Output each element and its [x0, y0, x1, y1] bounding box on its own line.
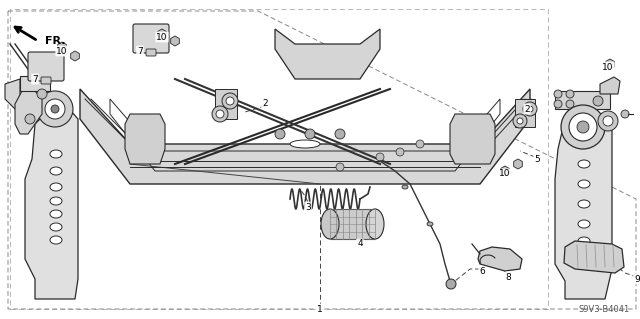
Ellipse shape: [578, 200, 590, 208]
Ellipse shape: [50, 183, 62, 191]
Polygon shape: [555, 109, 612, 299]
Ellipse shape: [321, 209, 339, 239]
Ellipse shape: [290, 140, 320, 148]
Text: S9V3-B4041: S9V3-B4041: [579, 305, 630, 314]
Ellipse shape: [578, 160, 590, 168]
Circle shape: [566, 100, 574, 108]
Circle shape: [305, 129, 315, 139]
Circle shape: [222, 93, 238, 109]
Polygon shape: [514, 159, 522, 169]
Circle shape: [416, 140, 424, 148]
Ellipse shape: [366, 209, 384, 239]
Circle shape: [335, 129, 345, 139]
Circle shape: [336, 163, 344, 171]
FancyBboxPatch shape: [28, 52, 64, 81]
Circle shape: [593, 96, 603, 106]
Ellipse shape: [402, 185, 408, 189]
Text: 4: 4: [357, 240, 363, 249]
Circle shape: [561, 105, 605, 149]
FancyBboxPatch shape: [146, 49, 156, 56]
FancyBboxPatch shape: [41, 77, 51, 84]
Circle shape: [566, 90, 574, 98]
Circle shape: [396, 148, 404, 156]
Polygon shape: [25, 104, 78, 299]
Circle shape: [569, 113, 597, 141]
Circle shape: [554, 100, 562, 108]
Circle shape: [621, 110, 629, 118]
Ellipse shape: [50, 210, 62, 218]
FancyBboxPatch shape: [555, 91, 610, 109]
Ellipse shape: [50, 167, 62, 175]
Circle shape: [527, 106, 533, 112]
FancyBboxPatch shape: [133, 24, 169, 53]
Circle shape: [513, 114, 527, 128]
Ellipse shape: [50, 197, 62, 205]
Ellipse shape: [50, 150, 62, 158]
Circle shape: [577, 121, 589, 133]
Text: 10: 10: [56, 47, 68, 56]
Polygon shape: [605, 59, 614, 69]
Circle shape: [51, 105, 59, 113]
Text: 5: 5: [534, 154, 540, 164]
Polygon shape: [450, 114, 495, 164]
Circle shape: [554, 90, 562, 98]
Circle shape: [598, 111, 618, 131]
Text: 10: 10: [499, 169, 511, 179]
Circle shape: [275, 129, 285, 139]
Ellipse shape: [578, 253, 590, 261]
Polygon shape: [157, 29, 166, 39]
Circle shape: [216, 110, 224, 118]
Text: 10: 10: [156, 33, 168, 41]
Text: 6: 6: [479, 268, 485, 277]
Polygon shape: [58, 42, 67, 52]
Ellipse shape: [427, 222, 433, 226]
Ellipse shape: [50, 223, 62, 231]
Polygon shape: [500, 166, 509, 176]
Circle shape: [226, 97, 234, 105]
Circle shape: [603, 116, 613, 126]
Text: 8: 8: [505, 272, 511, 281]
Text: 10: 10: [602, 63, 614, 71]
Circle shape: [45, 99, 65, 119]
Polygon shape: [15, 91, 42, 134]
Circle shape: [517, 118, 523, 124]
Polygon shape: [125, 114, 165, 164]
Polygon shape: [600, 77, 620, 94]
Ellipse shape: [578, 180, 590, 188]
Circle shape: [446, 279, 456, 289]
Circle shape: [25, 114, 35, 124]
FancyBboxPatch shape: [20, 76, 50, 91]
Text: 1: 1: [317, 305, 323, 314]
Circle shape: [212, 106, 228, 122]
Text: 7: 7: [32, 75, 38, 84]
Circle shape: [376, 153, 384, 161]
Text: 7: 7: [137, 47, 143, 56]
Text: 3: 3: [305, 203, 311, 211]
Ellipse shape: [50, 236, 62, 244]
Polygon shape: [80, 89, 530, 184]
Ellipse shape: [578, 237, 590, 245]
Circle shape: [523, 102, 537, 116]
Polygon shape: [5, 79, 20, 114]
Text: FR.: FR.: [45, 36, 65, 46]
FancyBboxPatch shape: [330, 209, 375, 239]
Circle shape: [37, 89, 47, 99]
Text: 9: 9: [634, 275, 640, 284]
Polygon shape: [275, 29, 380, 79]
Text: 2: 2: [262, 100, 268, 108]
Text: 2: 2: [524, 105, 530, 114]
Circle shape: [37, 91, 73, 127]
FancyBboxPatch shape: [215, 89, 237, 119]
Polygon shape: [171, 36, 179, 46]
Polygon shape: [478, 247, 522, 271]
FancyBboxPatch shape: [515, 99, 535, 127]
Polygon shape: [70, 51, 79, 61]
Polygon shape: [564, 241, 624, 273]
Ellipse shape: [578, 220, 590, 228]
